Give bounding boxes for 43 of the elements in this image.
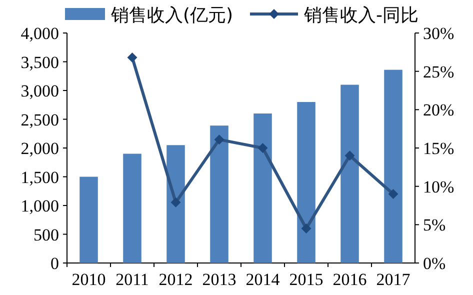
bar (297, 102, 316, 263)
y2-tick-label: 25% (423, 62, 454, 82)
y-tick-label: 1,000 (20, 196, 59, 216)
legend-item: 销售收入-同比 (250, 5, 418, 26)
x-tick-label: 2011 (116, 270, 149, 289)
x-tick-label: 2016 (332, 270, 367, 289)
legend-label: 销售收入-同比 (303, 5, 418, 26)
point (301, 224, 312, 234)
y-tick-label: 4,000 (20, 24, 59, 43)
y2-tick-label: 20% (423, 100, 454, 120)
y-tick-label: 2,500 (20, 110, 59, 130)
x-tick-label: 2012 (158, 270, 193, 289)
point (344, 150, 355, 161)
x-tick-label: 2014 (246, 270, 280, 289)
bar (210, 126, 228, 263)
y2-tick-label: 15% (423, 139, 454, 158)
point (170, 197, 181, 208)
point (214, 134, 224, 145)
x-tick-label: 2015 (289, 270, 324, 289)
point (388, 189, 398, 199)
y-tick-label: 3,000 (20, 82, 59, 100)
bar (80, 176, 98, 263)
legend-item: 销售收入(亿元) (65, 5, 234, 26)
x-tick-label: 2013 (202, 270, 236, 289)
y-tick-label: 500 (34, 225, 59, 244)
y-tick-label: 2,000 (20, 139, 59, 158)
bar (123, 154, 142, 263)
y2-tick-label: 5% (423, 216, 446, 235)
y-tick-label: 0 (50, 254, 59, 273)
legend-label: 销售收入(亿元) (110, 5, 234, 26)
point (258, 143, 268, 153)
y2-tick-label: 10% (423, 177, 454, 196)
x-tick-label: 2010 (72, 270, 106, 289)
bar (340, 84, 359, 263)
x-tick-label: 2017 (376, 270, 411, 289)
bar (254, 114, 272, 263)
y-tick-label: 1,500 (20, 168, 59, 187)
y2-tick-label: 0% (423, 254, 446, 273)
y2-tick-label: 30% (423, 24, 454, 43)
y-tick-label: 3,500 (20, 52, 59, 72)
bar (384, 70, 402, 263)
bar (166, 145, 185, 263)
point (127, 52, 138, 63)
